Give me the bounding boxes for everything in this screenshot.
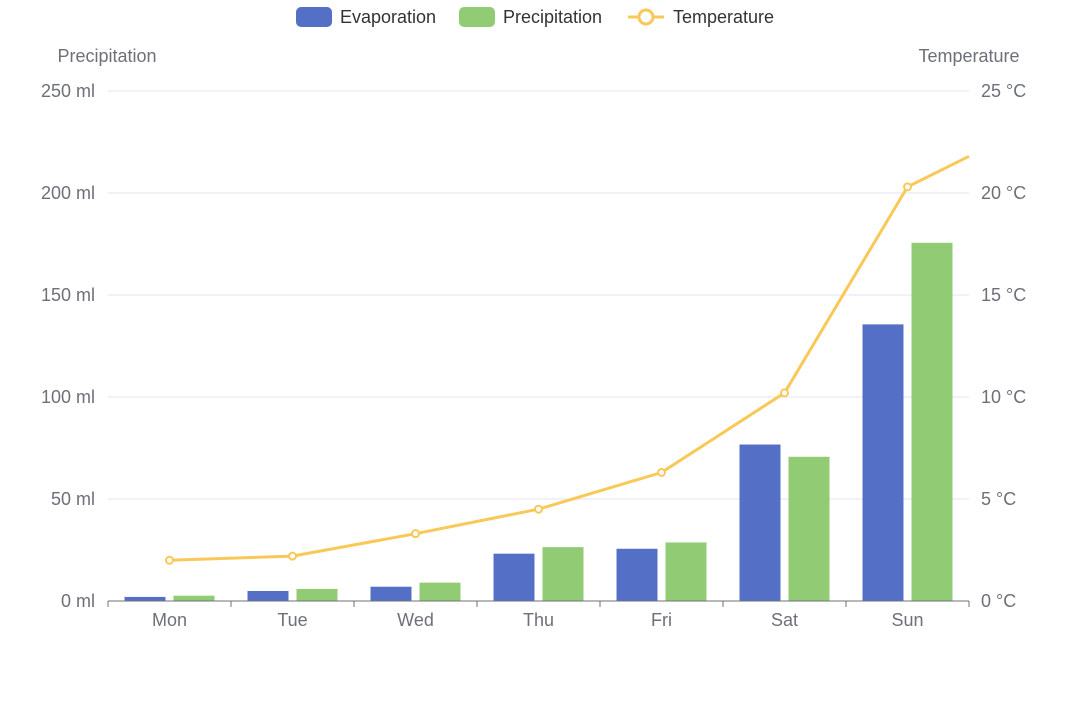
right-tick-label: 0 °C [981,591,1016,611]
temperature-point-tue[interactable] [288,551,297,561]
x-tick-label: Mon [152,610,187,630]
bar-evaporation-sun[interactable] [862,324,904,601]
temperature-point-sun[interactable] [903,182,912,192]
right-tick-label: 10 °C [981,387,1026,407]
right-tick-label: 15 °C [981,285,1026,305]
temperature-point-sat[interactable] [780,388,789,398]
legend-swatch [296,7,332,27]
bar-precipitation-wed[interactable] [419,582,461,601]
right-tick-label: 25 °C [981,81,1026,101]
temperature-point-thu[interactable] [534,504,543,514]
left-tick-label: 50 ml [51,489,95,509]
bar-evaporation-fri[interactable] [616,548,658,601]
x-tick-label: Sun [891,610,923,630]
bar-series-group [124,242,953,601]
right-tick-label: 20 °C [981,183,1026,203]
x-tick-label: Sat [771,610,798,630]
left-tick-label: 250 ml [41,81,95,101]
left-axis-title: Precipitation [57,46,156,66]
left-tick-label: 200 ml [41,183,95,203]
left-tick-label: 150 ml [41,285,95,305]
bar-precipitation-sun[interactable] [911,242,953,601]
temperature-point-mon[interactable] [165,555,174,565]
x-tick-label: Tue [277,610,307,630]
legend-item-temperature[interactable]: Temperature [628,7,774,27]
temperature-point-wed[interactable] [411,529,420,539]
bar-precipitation-thu[interactable] [542,547,584,601]
legend-label: Evaporation [340,7,436,27]
x-tick-label: Fri [651,610,672,630]
right-tick-label: 5 °C [981,489,1016,509]
bar-precipitation-mon[interactable] [173,595,215,601]
axis-labels: Precipitation Temperature [57,46,1019,66]
legend-label: Precipitation [503,7,602,27]
bar-precipitation-sat[interactable] [788,456,830,601]
legend-item-evaporation[interactable]: Evaporation [296,7,436,27]
left-tick-label: 0 ml [61,591,95,611]
bar-precipitation-tue[interactable] [296,588,338,601]
legend[interactable]: Evaporation Precipitation Temperature [296,7,774,27]
left-tick-label: 100 ml [41,387,95,407]
bar-evaporation-tue[interactable] [247,591,289,601]
legend-item-precipitation[interactable]: Precipitation [459,7,602,27]
bar-evaporation-wed[interactable] [370,586,412,601]
temperature-point-fri[interactable] [657,467,666,477]
x-tick-label: Thu [523,610,554,630]
axes-group: 0 ml 0 °C 50 ml 5 °C 100 ml 10 °C 150 ml 15 °C 2… [41,81,1026,630]
legend-label: Temperature [673,7,774,27]
line-series-group [165,154,970,565]
grid-lines [108,90,969,500]
bar-evaporation-sat[interactable] [739,444,781,601]
bar-evaporation-mon[interactable] [124,596,166,601]
temperature-line[interactable] [169,154,970,562]
x-tick-label: Wed [397,610,434,630]
bar-precipitation-fri[interactable] [665,542,707,601]
legend-marker [637,8,655,26]
bar-evaporation-thu[interactable] [493,553,535,601]
right-axis-title: Temperature [918,46,1019,66]
legend-swatch [459,7,495,27]
